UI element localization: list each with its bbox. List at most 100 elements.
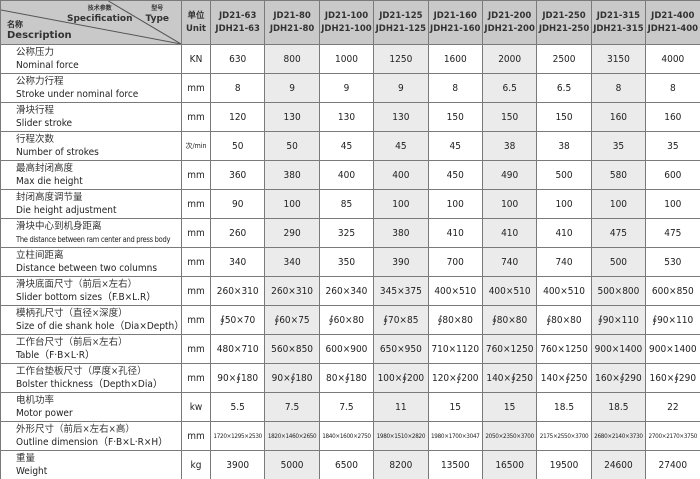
description-en: The distance between ram center and pres… [16,235,171,244]
value-cell: 500 [590,247,647,277]
header-description: 名称 Description [7,19,72,41]
description-cn: 立柱间距离 [16,250,64,261]
table-row: 电机功率 Motor power kw 5.5 7.5 7.5 11 15 15 18.5 18.5… [0,392,700,422]
model-jdh: JDH21-200 [484,23,535,34]
value-cell: 27400 [645,450,700,479]
row-description: 公称压力 Nominal force [0,44,182,74]
value-cell: 100×∮200 [373,363,429,393]
value-cell: 340 [209,247,266,277]
header-model: JD21-125 JDH21-125 [373,0,429,45]
value-cell: 475 [645,218,700,248]
row-unit: 次/min [181,131,211,161]
value-cell: 260×340 [318,276,375,306]
value-cell: ∮80×80 [481,305,538,335]
value-cell: 8 [645,73,700,103]
header-unit: 单位 Unit [181,0,211,45]
value-cell: 11 [373,392,429,422]
value-cell: ∮80×80 [427,305,483,335]
value-cell: 580 [590,160,647,190]
value-cell: 8200 [373,450,429,479]
value-cell: 13500 [427,450,483,479]
model-jd: JD21-250 [542,10,586,21]
value-cell: 80×∮180 [318,363,375,393]
value-cell: 1820×1460×2650 [264,421,320,451]
value-cell: 1000 [318,44,375,74]
row-unit: kg [181,450,211,479]
value-cell: 130 [264,102,320,132]
table-row: 公称力行程 Stroke under nominal force mm 8 9 9 9 8 6.… [0,73,700,103]
header-row: 技术参数 Specification 型号 Type 名称 Descriptio… [0,0,700,45]
value-cell: 140×∮250 [536,363,592,393]
row-description: 滑块行程 Slider stroke [0,102,182,132]
description-cn: 滑块行程 [16,105,55,116]
header-model: JD21-250 JDH21-250 [536,0,592,45]
description-cn: 公称力行程 [16,76,64,87]
value-cell: 410 [481,218,538,248]
value-cell: 900×1400 [590,334,647,364]
value-cell: 90×∮180 [209,363,266,393]
desc-cn: 名称 [7,20,23,29]
model-jdh: JDH21-125 [375,23,427,34]
value-cell: 45 [318,131,375,161]
model-jdh: JDH21-80 [269,23,315,34]
header-model: JD21-100 JDH21-100 [318,0,375,45]
model-jdh: JDH21-250 [538,23,590,34]
value-cell: ∮70×85 [373,305,429,335]
model-jdh: JDH21-160 [430,23,481,34]
value-cell: 100 [427,189,483,219]
value-cell: 85 [318,189,375,219]
header-diagonal-cell: 技术参数 Specification 型号 Type 名称 Descriptio… [0,0,182,45]
row-description: 行程次数 Number of strokes [0,131,182,161]
value-cell: 400×510 [536,276,592,306]
row-unit: mm [181,421,211,451]
row-unit: mm [181,276,211,306]
description-cn: 工作台尺寸（前后×左右） [16,337,128,348]
row-unit: mm [181,334,211,364]
value-cell: ∮60×75 [264,305,320,335]
value-cell: 150 [427,102,483,132]
type-cn: 型号 [151,5,164,12]
value-cell: 90 [209,189,266,219]
description-en: Nominal force [16,60,79,71]
header-model: JD21-200 JDH21-200 [481,0,538,45]
table-row: 最高封闭高度 Max die height mm 360 380 400 400 450 490… [0,160,700,190]
value-cell: 8 [209,73,266,103]
row-unit: mm [181,189,211,219]
table-row: 滑块底面尺寸（前后×左右） Slider bottom sizes（F.B×L.R… [0,276,700,306]
value-cell: 260×310 [264,276,320,306]
description-en: Bolster thickness（Depth×Dia） [16,379,163,390]
spec-en: Specification [67,14,133,24]
table-row: 滑块中心到机身距离 The distance between ram center… [0,218,700,248]
value-cell: 760×1250 [536,334,592,364]
model-jdh: JDH21-63 [215,23,260,34]
table-row: 滑块行程 Slider stroke mm 120 130 130 130 150 150 150… [0,102,700,132]
row-unit: mm [181,73,211,103]
value-cell: 800 [264,44,320,74]
model-jd: JD21-63 [218,10,257,21]
value-cell: 50 [264,131,320,161]
value-cell: 1720×1295×2530 [209,421,266,451]
table-row: 模柄孔尺寸（直径×深度） Size of die shank hole（Dia×D… [0,305,700,335]
description-cn: 工作台垫板尺寸（厚度×孔径） [16,366,147,377]
header-model: JD21-160 JDH21-160 [427,0,483,45]
value-cell: 45 [427,131,483,161]
row-unit: mm [181,247,211,277]
value-cell: 150 [536,102,592,132]
row-description: 滑块底面尺寸（前后×左右） Slider bottom sizes（F.B×L.R… [0,276,182,306]
description-en: Number of strokes [16,147,99,158]
value-cell: 18.5 [590,392,647,422]
value-cell: 410 [427,218,483,248]
value-cell: 475 [590,218,647,248]
value-cell: 24600 [590,450,647,479]
unit-en: Unit [186,23,206,34]
value-cell: 130 [373,102,429,132]
value-cell: ∮60×80 [318,305,375,335]
value-cell: ∮90×110 [590,305,647,335]
model-jd: JD21-400 [651,10,695,21]
description-cn: 公称压力 [16,47,55,58]
row-unit: KN [181,44,211,74]
description-en: Size of die shank hole（Dia×Depth） [16,321,185,332]
value-cell: 345×375 [373,276,429,306]
value-cell: 530 [645,247,700,277]
